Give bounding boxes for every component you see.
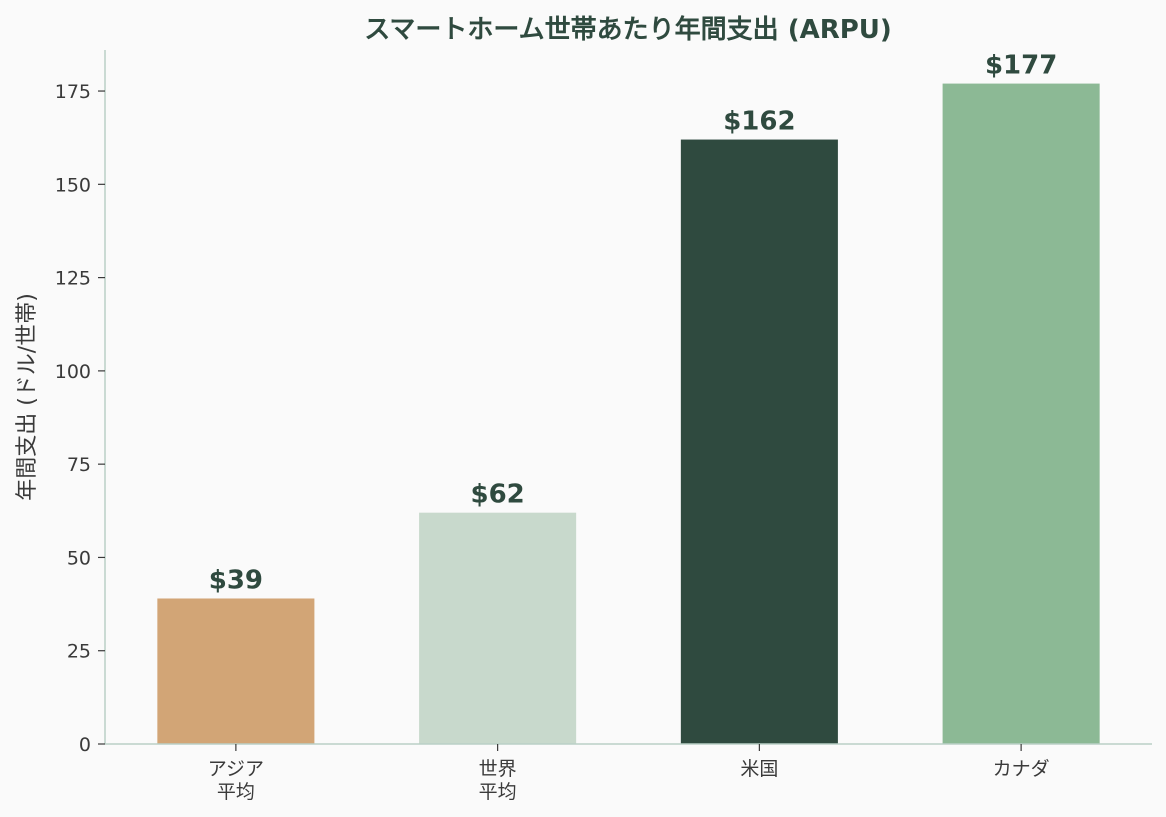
y-axis: 0 25 50 75 100 125 150 175 [55, 50, 106, 756]
bar-value-label: $62 [470, 480, 524, 510]
y-tick-label: 175 [55, 81, 91, 103]
x-tick-label: カナダ [993, 758, 1050, 780]
y-tick-label: 150 [55, 174, 91, 196]
x-tick-label: アジア平均 [208, 758, 264, 803]
y-tick-label: 25 [67, 641, 91, 663]
y-tick-label: 125 [55, 268, 91, 290]
chart-title: スマートホーム世帯あたり年間支出 (ARPU) [364, 14, 892, 45]
bar-value-label: $162 [723, 107, 795, 137]
x-tick-label: 世界平均 [479, 758, 517, 803]
x-axis: アジア平均 世界平均 米国 カナダ [105, 743, 1152, 803]
bar [942, 83, 1100, 745]
bar-value-label: $39 [209, 565, 263, 595]
bars: $39 $62 $162 $177 [157, 51, 1100, 745]
y-tick-label: 75 [67, 454, 91, 476]
bar [419, 512, 577, 744]
y-axis-label: 年間支出 (ドル/世帯) [15, 293, 40, 501]
bar [680, 139, 838, 744]
y-tick-label: 100 [55, 361, 91, 383]
x-tick-label: 米国 [740, 758, 778, 780]
y-tick-label: 0 [79, 734, 91, 756]
y-tick-label: 50 [67, 547, 91, 569]
bar-value-label: $177 [985, 51, 1057, 81]
bar [157, 598, 315, 744]
